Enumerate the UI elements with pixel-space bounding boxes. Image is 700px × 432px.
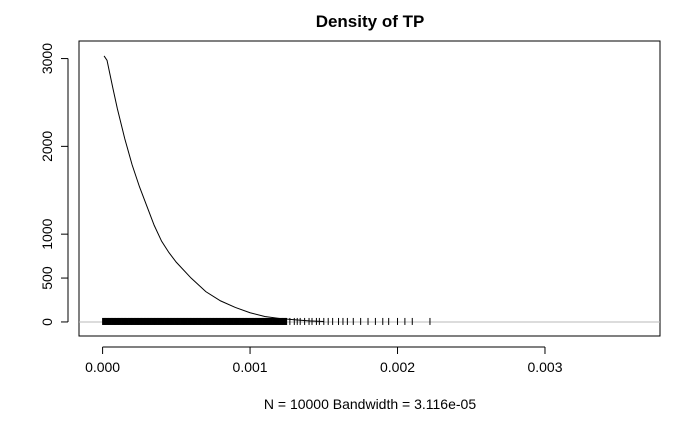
y-tick-label: 0 bbox=[39, 318, 55, 326]
y-tick-label: 3000 bbox=[39, 43, 55, 74]
rug-marks bbox=[102, 317, 431, 325]
x-tick-label: 0.003 bbox=[527, 359, 562, 375]
x-tick-label: 0.001 bbox=[233, 359, 268, 375]
y-tick-label: 500 bbox=[39, 266, 55, 290]
x-tick-label: 0.002 bbox=[380, 359, 415, 375]
y-tick-label: 2000 bbox=[39, 131, 55, 162]
x-axis-label: N = 10000 Bandwidth = 3.116e-05 bbox=[264, 396, 476, 412]
x-axis: 0.000 0.001 0.002 0.003 bbox=[85, 346, 563, 375]
density-line bbox=[103, 55, 324, 323]
y-axis: 0 500 1000 2000 3000 bbox=[39, 43, 69, 326]
x-tick-label: 0.000 bbox=[85, 359, 120, 375]
y-tick-label: 1000 bbox=[39, 218, 55, 249]
chart-title: Density of TP bbox=[316, 12, 425, 31]
plot-frame bbox=[78, 40, 661, 337]
